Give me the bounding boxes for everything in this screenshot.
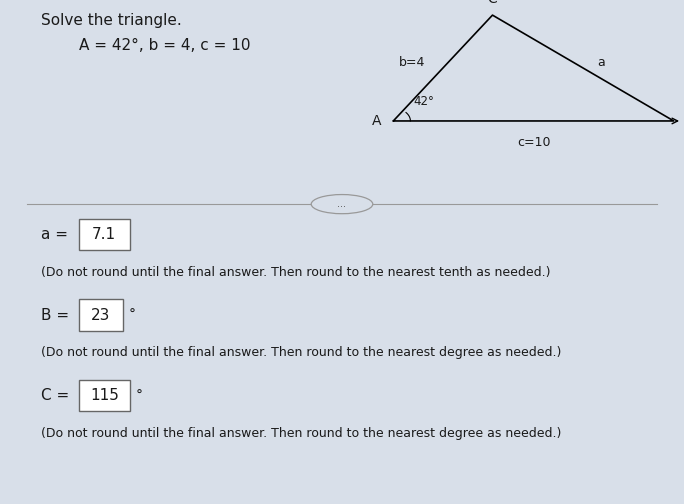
Text: 23: 23 xyxy=(91,307,111,323)
FancyBboxPatch shape xyxy=(79,380,130,411)
Text: C =: C = xyxy=(41,388,74,403)
Text: C: C xyxy=(488,0,497,6)
Text: B =: B = xyxy=(41,307,74,323)
Text: 42°: 42° xyxy=(414,95,435,108)
Text: (Do not round until the final answer. Then round to the nearest degree as needed: (Do not round until the final answer. Th… xyxy=(41,346,562,359)
Ellipse shape xyxy=(311,195,373,214)
Text: A = 42°, b = 4, c = 10: A = 42°, b = 4, c = 10 xyxy=(79,38,250,53)
Text: 115: 115 xyxy=(90,388,119,403)
Text: (Do not round until the final answer. Then round to the nearest tenth as needed.: (Do not round until the final answer. Th… xyxy=(41,266,551,279)
Text: 7.1: 7.1 xyxy=(92,227,116,242)
FancyBboxPatch shape xyxy=(79,299,123,331)
FancyBboxPatch shape xyxy=(79,219,130,250)
Text: a: a xyxy=(596,56,605,70)
Text: ...: ... xyxy=(337,199,347,209)
Text: b=4: b=4 xyxy=(399,56,425,70)
Text: a =: a = xyxy=(41,227,73,242)
Text: (Do not round until the final answer. Then round to the nearest degree as needed: (Do not round until the final answer. Th… xyxy=(41,427,562,440)
Text: Solve the triangle.: Solve the triangle. xyxy=(41,13,182,28)
Text: c=10: c=10 xyxy=(517,136,550,149)
Text: °: ° xyxy=(129,308,135,322)
Text: A: A xyxy=(371,114,381,128)
Text: °: ° xyxy=(135,389,142,403)
